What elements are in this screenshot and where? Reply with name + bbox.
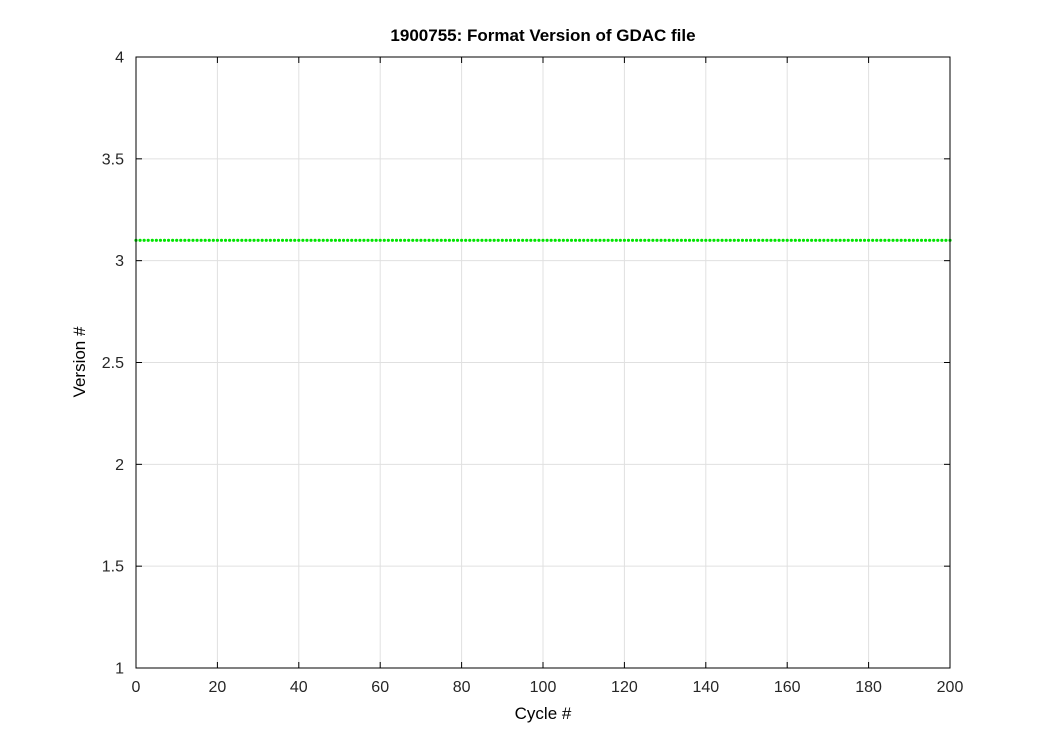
y-tick-labels: 1 1.5 2 2.5 3 3.5 4 (102, 50, 124, 678)
y-tick-label: 3.5 (102, 151, 124, 168)
x-tick-label: 60 (371, 679, 389, 696)
y-tick-label: 4 (115, 50, 124, 67)
x-tick-label: 80 (453, 679, 471, 696)
x-tick-label: 40 (290, 679, 308, 696)
y-tick-label: 2.5 (102, 355, 124, 372)
x-tick-label: 140 (692, 679, 719, 696)
tick-marks (135, 56, 951, 669)
x-tick-label: 120 (611, 679, 638, 696)
chart-title: 1900755: Format Version of GDAC file (390, 26, 696, 45)
x-tick-label: 160 (774, 679, 801, 696)
series-format-version (134, 238, 952, 242)
x-tick-label: 0 (132, 679, 141, 696)
x-axis-label: Cycle # (514, 704, 572, 723)
grid-lines (135, 56, 951, 669)
x-tick-labels: 0 20 40 60 80 100 120 140 160 180 200 (132, 679, 964, 696)
x-tick-label: 20 (209, 679, 227, 696)
x-tick-label: 180 (855, 679, 882, 696)
y-tick-label: 1 (115, 661, 124, 678)
y-tick-label: 1.5 (102, 559, 124, 576)
x-tick-label: 200 (937, 679, 964, 696)
x-tick-label: 100 (530, 679, 557, 696)
y-tick-label: 2 (115, 457, 124, 474)
y-tick-label: 3 (115, 253, 124, 270)
